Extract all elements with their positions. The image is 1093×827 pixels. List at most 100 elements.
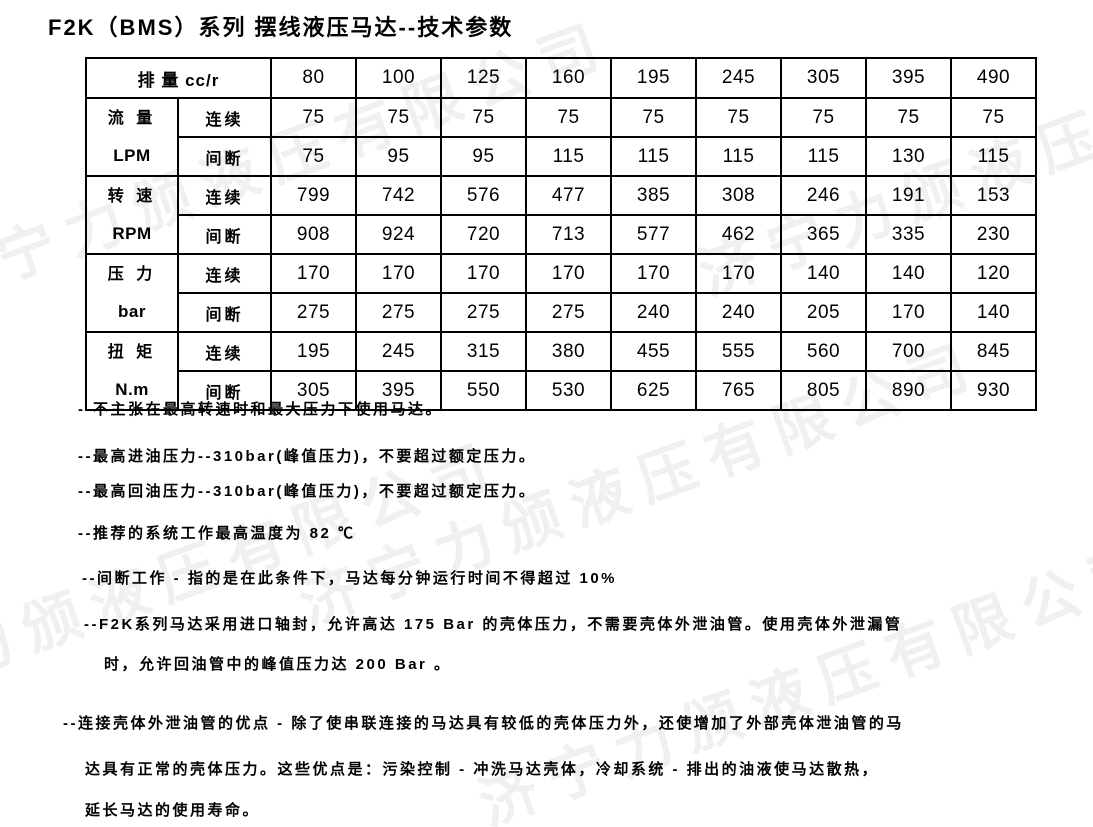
table-row-continuous: 扭 矩 N.m 连续 195 245 315 380 455 555 560 700 845 xyxy=(85,331,1037,411)
mode-label-intermittent: 间断 xyxy=(177,292,272,333)
value-cell: 170 xyxy=(440,253,527,294)
note-line: 达具有正常的壳体压力。这些优点是：污染控制 - 冲洗马达壳体，冷却系统 - 排出… xyxy=(85,761,880,778)
value-cell: 385 xyxy=(610,175,697,216)
value-cell: 115 xyxy=(950,136,1037,177)
value-cell: 115 xyxy=(695,136,782,177)
displacement-header-160: 160 xyxy=(525,57,612,99)
value-cell: 246 xyxy=(780,175,867,216)
param-cell: 转 速 RPM xyxy=(85,175,179,255)
param-unit: LPM xyxy=(113,146,151,165)
note-line: 时，允许回油管中的峰值压力达 200 Bar 。 xyxy=(104,656,452,673)
value-cell: 395 xyxy=(355,370,442,411)
displacement-header-100: 100 xyxy=(355,57,442,99)
value-cell: 315 xyxy=(440,331,527,372)
value-cell: 205 xyxy=(780,292,867,333)
table-row-intermittent: 间断 908 924 720 713 577 462 365 335 230 xyxy=(86,214,1037,255)
value-cell: 75 xyxy=(440,97,527,138)
value-cell: 930 xyxy=(950,370,1037,411)
param-unit: N.m xyxy=(115,380,149,399)
value-cell: 170 xyxy=(525,253,612,294)
param-name: 扭 矩 xyxy=(107,344,157,361)
value-cell: 477 xyxy=(525,175,612,216)
value-cell: 908 xyxy=(270,214,357,255)
table-row-intermittent: 间断 275 275 275 275 240 240 205 170 140 xyxy=(86,292,1037,333)
value-cell: 890 xyxy=(865,370,952,411)
value-cell: 75 xyxy=(610,97,697,138)
note-line: --不主张在最高转速时和最大压力下使用马达。 xyxy=(78,401,443,418)
value-cell: 240 xyxy=(610,292,697,333)
value-cell: 799 xyxy=(270,175,357,216)
note-line: 延长马达的使用寿命。 xyxy=(85,802,261,819)
value-cell: 230 xyxy=(950,214,1037,255)
mode-label-intermittent: 间断 xyxy=(177,214,272,255)
value-cell: 75 xyxy=(780,97,867,138)
displacement-header-195: 195 xyxy=(610,57,697,99)
spec-table-body: 流 量 LPM 连续 75 75 75 75 75 75 75 75 75 间断 75 95 95 115 115… xyxy=(85,97,1037,411)
value-cell: 924 xyxy=(355,214,442,255)
value-cell: 720 xyxy=(440,214,527,255)
value-cell: 455 xyxy=(610,331,697,372)
value-cell: 115 xyxy=(525,136,612,177)
mode-label-continuous: 连续 xyxy=(177,175,272,216)
value-cell: 576 xyxy=(440,175,527,216)
value-cell: 75 xyxy=(695,97,782,138)
table-row-intermittent: 间断 75 95 95 115 115 115 115 130 115 xyxy=(86,136,1037,177)
param-cell: 扭 矩 N.m xyxy=(85,331,179,411)
note-line: --最高回油压力--310bar(峰值压力)，不要超过额定压力。 xyxy=(78,483,537,500)
value-cell: 170 xyxy=(355,253,442,294)
param-unit: bar xyxy=(118,302,146,321)
value-cell: 380 xyxy=(525,331,612,372)
value-cell: 195 xyxy=(270,331,357,372)
value-cell: 555 xyxy=(695,331,782,372)
value-cell: 530 xyxy=(525,370,612,411)
value-cell: 115 xyxy=(610,136,697,177)
displacement-header-305: 305 xyxy=(780,57,867,99)
table-header-row: 排 量 cc/r 80 100 125 160 195 245 305 395 490 xyxy=(85,57,1037,99)
value-cell: 140 xyxy=(950,292,1037,333)
value-cell: 742 xyxy=(355,175,442,216)
value-cell: 305 xyxy=(270,370,357,411)
displacement-header-125: 125 xyxy=(440,57,527,99)
value-cell: 170 xyxy=(610,253,697,294)
value-cell: 462 xyxy=(695,214,782,255)
value-cell: 335 xyxy=(865,214,952,255)
value-cell: 140 xyxy=(865,253,952,294)
spec-table: 排 量 cc/r 80 100 125 160 195 245 305 395 490 流 量 L… xyxy=(85,57,1037,411)
mode-label-intermittent: 间断 xyxy=(177,136,272,177)
value-cell: 275 xyxy=(270,292,357,333)
param-name: 压 力 xyxy=(107,266,157,283)
mode-label-continuous: 连续 xyxy=(177,97,272,138)
param-name: 转 速 xyxy=(107,188,157,205)
note-line: --F2K系列马达采用进口轴封，允许高达 175 Bar 的壳体压力，不需要壳体… xyxy=(84,616,903,633)
table-row-continuous: 流 量 LPM 连续 75 75 75 75 75 75 75 75 75 xyxy=(85,97,1037,177)
value-cell: 577 xyxy=(610,214,697,255)
value-cell: 95 xyxy=(440,136,527,177)
value-cell: 75 xyxy=(950,97,1037,138)
value-cell: 365 xyxy=(780,214,867,255)
value-cell: 75 xyxy=(270,97,357,138)
table-row-intermittent: 间断 305 395 550 530 625 765 805 890 930 xyxy=(86,370,1037,411)
value-cell: 170 xyxy=(270,253,357,294)
note-line: --连接壳体外泄油管的优点 - 除了使串联连接的马达具有较低的壳体压力外，还使增… xyxy=(63,715,904,732)
value-cell: 120 xyxy=(950,253,1037,294)
value-cell: 550 xyxy=(440,370,527,411)
param-name: 流 量 xyxy=(107,110,157,127)
param-cell: 流 量 LPM xyxy=(85,97,179,177)
mode-label-continuous: 连续 xyxy=(177,253,272,294)
note-line: --推荐的系统工作最高温度为 82 ℃ xyxy=(78,525,356,542)
value-cell: 240 xyxy=(695,292,782,333)
value-cell: 75 xyxy=(865,97,952,138)
value-cell: 308 xyxy=(695,175,782,216)
note-line: --最高进油压力--310bar(峰值压力)，不要超过额定压力。 xyxy=(78,448,537,465)
page-title: F2K（BMS）系列 摆线液压马达--技术参数 xyxy=(48,15,514,40)
value-cell: 765 xyxy=(695,370,782,411)
mode-label-intermittent: 间断 xyxy=(177,370,272,411)
value-cell: 625 xyxy=(610,370,697,411)
value-cell: 845 xyxy=(950,331,1037,372)
value-cell: 170 xyxy=(865,292,952,333)
value-cell: 805 xyxy=(780,370,867,411)
param-cell: 压 力 bar xyxy=(85,253,179,333)
displacement-header-395: 395 xyxy=(865,57,952,99)
